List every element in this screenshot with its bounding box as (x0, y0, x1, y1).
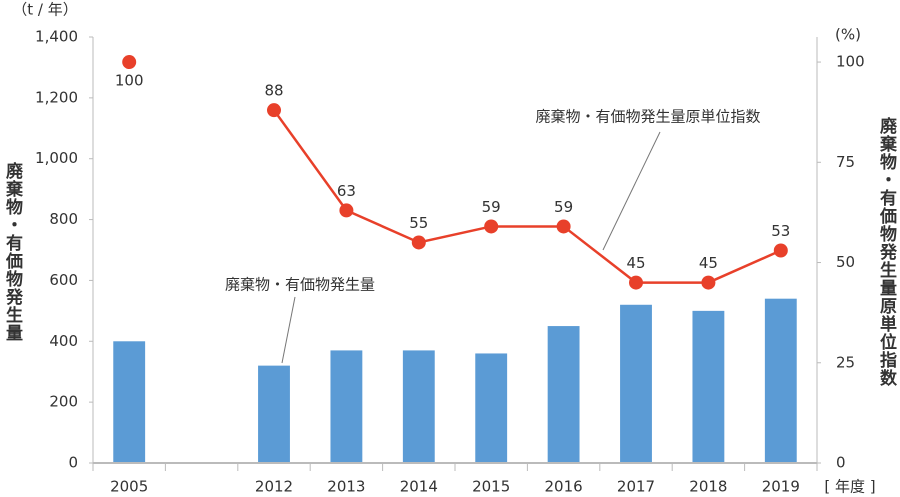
bar (692, 310, 725, 463)
value-label: 59 (482, 198, 501, 216)
y2-tick-label: 25 (836, 353, 855, 371)
point (701, 275, 716, 290)
point (122, 55, 137, 70)
leader-line (602, 131, 661, 251)
y2-tick-label: 0 (836, 454, 846, 472)
x-tick-label: 2014 (400, 478, 438, 496)
value-label: 53 (771, 222, 790, 240)
y-tick-label: 600 (49, 271, 78, 289)
bar (113, 341, 146, 463)
x-tick-label: 2019 (762, 478, 800, 496)
bar (620, 304, 652, 463)
y2-tick-label: 100 (836, 53, 865, 71)
line (272, 109, 782, 284)
x-tick-label: 2005 (110, 478, 148, 496)
point (484, 219, 499, 234)
bar (475, 353, 508, 463)
y2-unit: (%) (835, 26, 861, 44)
point (773, 243, 788, 258)
bar (330, 350, 363, 463)
value-label: 100 (115, 72, 144, 90)
annotation: 廃棄物・有価物発生量 (225, 276, 375, 294)
value-label: 45 (626, 254, 645, 272)
y-tick-label: 1,000 (35, 149, 78, 167)
bar (764, 298, 797, 463)
y2-tick-label: 50 (836, 253, 855, 271)
y-tick-label: 400 (49, 332, 78, 350)
x-tick-label: 2018 (689, 478, 727, 496)
bar (547, 326, 580, 463)
annotation: 廃棄物・有価物発生量原単位指数 (535, 108, 760, 126)
y-tick-label: 1,200 (35, 88, 78, 106)
bar (258, 365, 290, 463)
bar (402, 350, 435, 463)
y2-axis-title: 廃棄物・有価物発生量原単位指数 (876, 116, 898, 387)
y-unit: （t / 年） (12, 1, 77, 19)
y-tick-label: 0 (68, 454, 78, 472)
y-tick-label: 800 (49, 210, 78, 228)
x-tick-label: 2013 (327, 478, 365, 496)
point (556, 219, 571, 234)
x-tick-label: 2016 (545, 478, 583, 496)
point (267, 103, 281, 118)
value-label: 55 (409, 214, 428, 232)
value-label: 63 (337, 182, 356, 200)
x-unit: [ 年度 ] (824, 478, 875, 496)
x-tick-label: 2017 (617, 478, 655, 496)
x-tick-label: 2012 (255, 478, 293, 496)
point (339, 203, 354, 218)
y-tick-label: 1,400 (35, 28, 78, 46)
y-tick-label: 200 (49, 393, 78, 411)
value-label: 88 (264, 82, 283, 100)
point (411, 235, 426, 250)
value-label: 59 (554, 198, 573, 216)
leader-line (281, 296, 296, 364)
value-label: 45 (699, 254, 718, 272)
y2-tick-label: 75 (836, 153, 855, 171)
point (629, 275, 643, 290)
x-tick-label: 2015 (472, 478, 510, 496)
y-axis-title: 廃棄物・有価物発生量 (2, 161, 24, 342)
